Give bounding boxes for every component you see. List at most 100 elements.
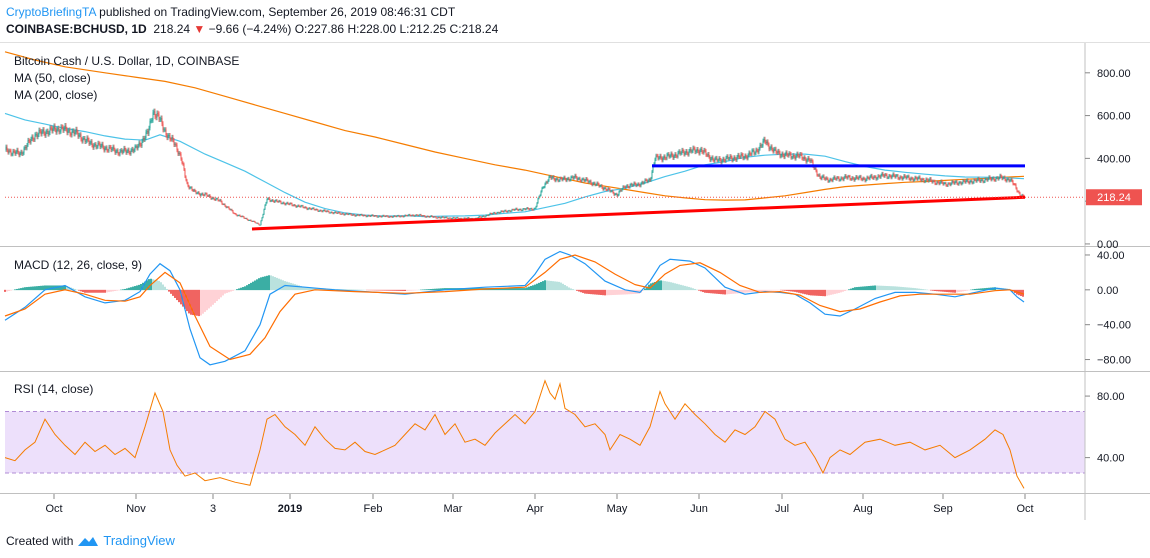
candle bbox=[175, 142, 177, 147]
candle bbox=[712, 155, 714, 162]
candle bbox=[841, 176, 843, 180]
candle bbox=[205, 192, 207, 195]
candle-body bbox=[622, 186, 624, 190]
candle-body bbox=[523, 208, 525, 210]
candle-body bbox=[276, 200, 278, 202]
candle bbox=[707, 151, 709, 158]
candle-body bbox=[269, 199, 271, 202]
candle bbox=[183, 162, 185, 172]
candle-body bbox=[977, 178, 979, 180]
candle bbox=[106, 145, 108, 153]
candle-body bbox=[966, 179, 968, 181]
candle bbox=[799, 151, 801, 159]
macd-histogram-bar bbox=[402, 289, 404, 291]
tradingview-brand[interactable]: TradingView bbox=[103, 533, 175, 548]
candle-body bbox=[145, 131, 147, 138]
candle-body bbox=[671, 153, 673, 156]
macd-histogram-bar bbox=[378, 289, 380, 291]
author-link[interactable]: CryptoBriefingTA bbox=[6, 5, 96, 19]
candle bbox=[912, 177, 914, 183]
candle-body bbox=[444, 217, 446, 219]
candle bbox=[808, 155, 810, 162]
candle-body bbox=[740, 154, 742, 158]
candle-body bbox=[9, 150, 11, 152]
candle-body bbox=[886, 174, 888, 178]
macd-histogram-bar bbox=[620, 289, 622, 295]
candle bbox=[215, 197, 217, 202]
candle-body bbox=[482, 215, 484, 217]
candle bbox=[529, 208, 531, 211]
candle-body bbox=[317, 209, 319, 212]
candle bbox=[765, 139, 767, 146]
candle bbox=[701, 146, 703, 154]
candle bbox=[848, 174, 850, 178]
candle bbox=[698, 149, 700, 156]
macd-histogram-bar bbox=[130, 287, 132, 291]
candle-body bbox=[492, 213, 494, 215]
candle-body bbox=[837, 177, 839, 179]
macd-histogram-bar bbox=[652, 282, 654, 291]
candle bbox=[649, 177, 651, 182]
macd-histogram-bar bbox=[516, 288, 518, 291]
macd-histogram-bar bbox=[702, 289, 704, 293]
candle-body bbox=[593, 182, 595, 184]
candle-body bbox=[548, 176, 550, 181]
candle-body bbox=[960, 182, 962, 185]
candle bbox=[450, 217, 452, 220]
candle bbox=[917, 176, 919, 181]
candle-body bbox=[312, 208, 314, 209]
candle-body bbox=[664, 156, 666, 159]
candle-body bbox=[237, 215, 239, 217]
candle bbox=[680, 151, 682, 156]
candle-body bbox=[355, 215, 357, 217]
candle-body bbox=[354, 215, 356, 217]
macd-histogram-bar bbox=[712, 289, 714, 294]
candle bbox=[718, 156, 720, 163]
macd-histogram-bar bbox=[612, 289, 614, 296]
candle bbox=[265, 201, 267, 206]
candle bbox=[756, 147, 758, 153]
candle-body bbox=[955, 181, 957, 183]
macd-histogram-bar bbox=[38, 285, 40, 291]
macd-histogram-bar bbox=[218, 289, 220, 300]
candle bbox=[597, 181, 599, 186]
candle-body bbox=[117, 150, 119, 154]
candle-body bbox=[654, 159, 656, 164]
macd-histogram-bar bbox=[552, 281, 554, 291]
candle bbox=[892, 172, 894, 178]
candle bbox=[666, 152, 668, 161]
candle-body bbox=[925, 178, 927, 182]
candle bbox=[509, 209, 511, 213]
macd-histogram-bar bbox=[900, 286, 902, 291]
candle-body bbox=[266, 199, 268, 203]
candle-body bbox=[431, 215, 433, 217]
macd-histogram-bar bbox=[414, 289, 416, 291]
macd-histogram-bar bbox=[966, 289, 968, 291]
candle bbox=[881, 171, 883, 177]
candle-body bbox=[70, 134, 72, 136]
candle bbox=[326, 210, 328, 213]
candle-body bbox=[625, 186, 627, 188]
candle bbox=[219, 198, 221, 202]
candle bbox=[159, 116, 161, 122]
candle-body bbox=[841, 177, 843, 179]
candle-body bbox=[175, 144, 177, 146]
candle bbox=[935, 182, 937, 186]
candle-body bbox=[66, 129, 68, 134]
candle bbox=[954, 180, 956, 185]
candle-body bbox=[320, 210, 322, 211]
macd-y-tick-label: 40.00 bbox=[1097, 250, 1125, 262]
candle bbox=[803, 155, 805, 161]
candle-body bbox=[32, 136, 34, 140]
candle-body bbox=[682, 149, 684, 152]
candle bbox=[947, 182, 949, 187]
candle-body bbox=[797, 153, 799, 156]
candle-body bbox=[770, 146, 772, 149]
candle-body bbox=[615, 193, 617, 195]
candle bbox=[75, 126, 77, 135]
candle bbox=[890, 174, 892, 180]
candle-body bbox=[862, 177, 864, 180]
candle bbox=[369, 215, 371, 218]
candle bbox=[546, 180, 548, 184]
